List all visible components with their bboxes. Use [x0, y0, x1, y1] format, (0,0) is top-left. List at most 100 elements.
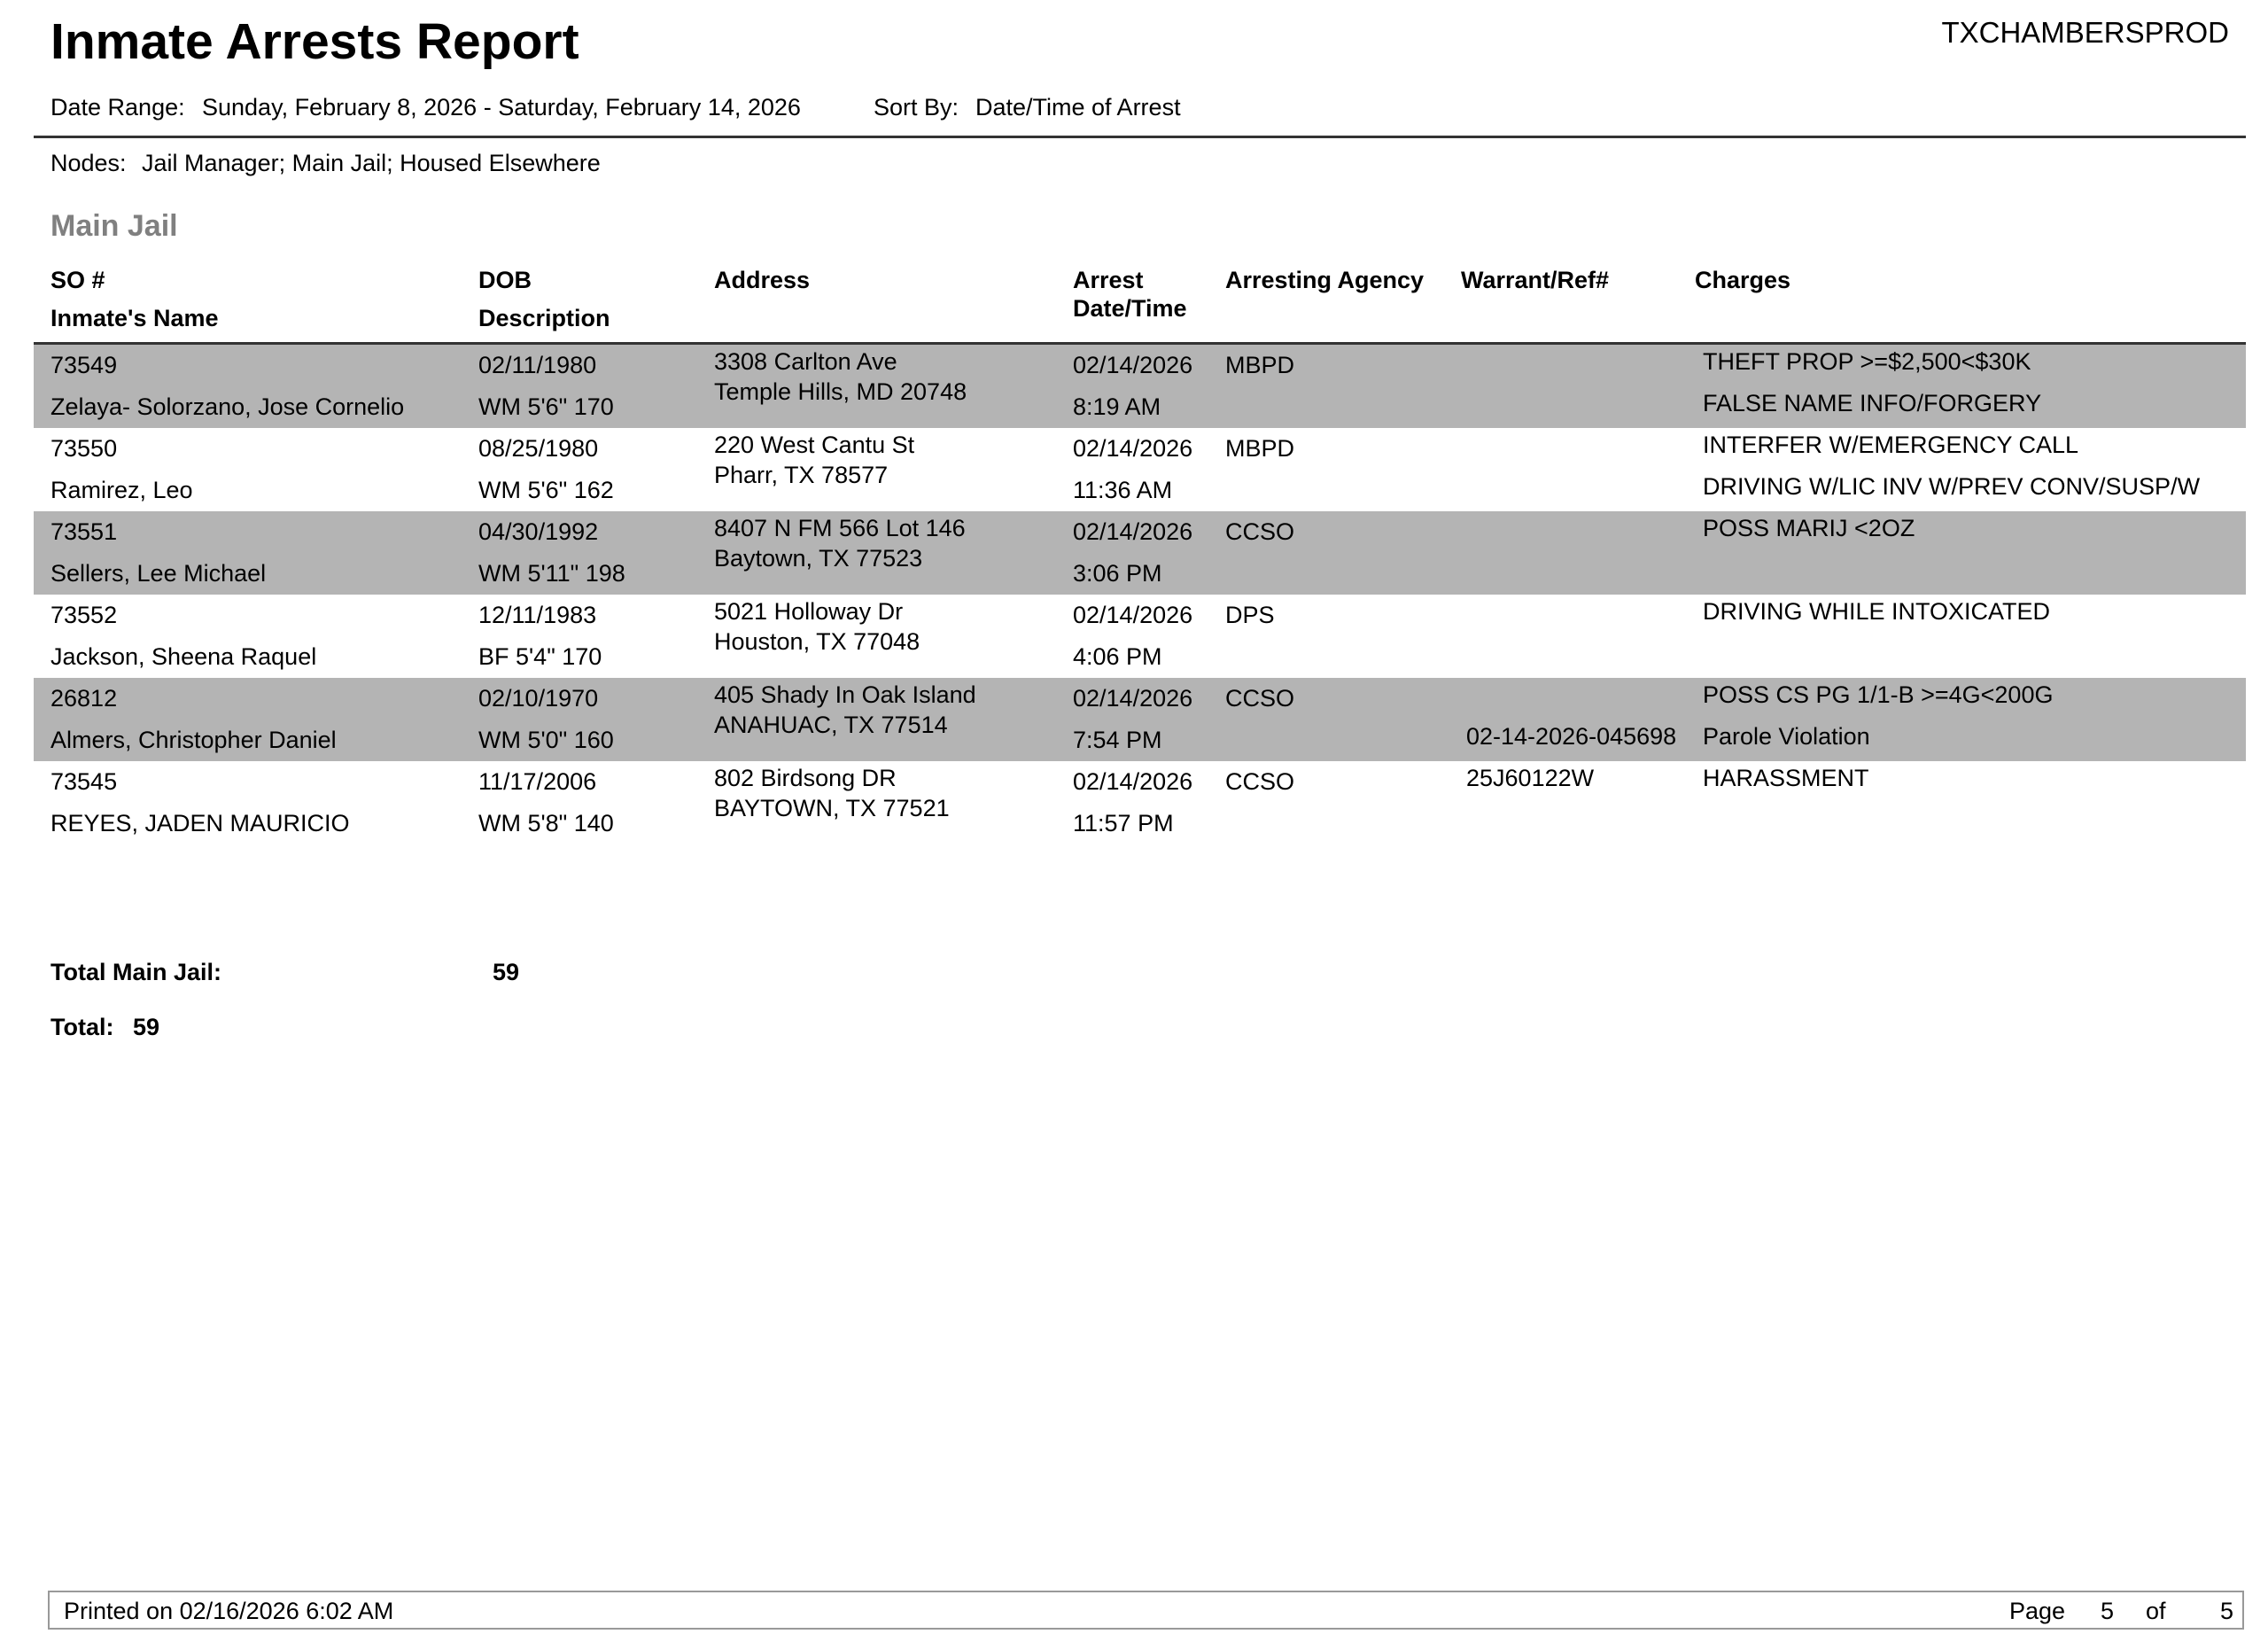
dob: 04/30/1992: [478, 518, 599, 545]
charge: INTERFER W/EMERGENCY CALL: [1703, 432, 2079, 458]
col-agency: Arresting Agency: [1225, 267, 1425, 293]
address-line2: BAYTOWN, TX 77521: [714, 795, 950, 821]
col-arrest-datetime: Date/Time: [1073, 295, 1187, 322]
page-count: 5: [2220, 1598, 2234, 1624]
col-warrant: Warrant/Ref#: [1461, 267, 1610, 293]
table-row: 73552 Jackson, Sheena Raquel 12/11/1983 BF …: [34, 595, 2246, 678]
charge: DRIVING W/LIC INV W/PREV CONV/SUSP/W: [1703, 473, 2201, 500]
arresting-agency: MBPD: [1225, 352, 1295, 378]
table-row: 73550 Ramirez, Leo 08/25/1980 WM 5'6" 162 22…: [34, 428, 2246, 511]
arrest-date: 02/14/2026: [1073, 768, 1193, 795]
total-section-label: Total Main Jail:: [50, 959, 222, 985]
table-row: 73551 Sellers, Lee Michael 04/30/1992 WM 5'…: [34, 511, 2246, 595]
header-divider: [34, 136, 2246, 138]
inmate-name: Jackson, Sheena Raquel: [50, 643, 317, 670]
dob: 12/11/1983: [478, 602, 597, 628]
warrant-ref: 25J60122W: [1466, 765, 1595, 791]
table-header-divider: [34, 342, 2246, 345]
arresting-agency: DPS: [1225, 602, 1275, 628]
of-label: of: [2146, 1598, 2166, 1624]
description: BF 5'4" 170: [478, 643, 602, 670]
sort-by-label: Sort By:: [874, 94, 959, 121]
address-line1: 405 Shady In Oak Island: [714, 681, 976, 708]
arresting-agency: CCSO: [1225, 518, 1295, 545]
page-number: 5: [2101, 1598, 2115, 1624]
address-line1: 5021 Holloway Dr: [714, 598, 904, 625]
arrest-date: 02/14/2026: [1073, 602, 1193, 628]
arrest-date: 02/14/2026: [1073, 518, 1193, 545]
address-line1: 220 West Cantu St: [714, 432, 915, 458]
address-line1: 3308 Carlton Ave: [714, 348, 897, 375]
charge: Parole Violation: [1703, 723, 1870, 750]
description: WM 5'11" 198: [478, 560, 625, 587]
date-range: Sunday, February 8, 2026 - Saturday, Feb…: [202, 94, 801, 121]
inmate-name: Ramirez, Leo: [50, 477, 193, 503]
system-id: TXCHAMBERSPROD: [1941, 16, 2229, 49]
address-line1: 802 Birdsong DR: [714, 765, 897, 791]
charge: POSS CS PG 1/1-B >=4G<200G: [1703, 681, 2054, 708]
dob: 02/11/1980: [478, 352, 597, 378]
charge: POSS MARIJ <2OZ: [1703, 515, 1915, 541]
arrest-time: 7:54 PM: [1073, 727, 1162, 753]
description: WM 5'8" 140: [478, 810, 614, 836]
col-arrest: Arrest: [1073, 267, 1144, 293]
sort-by: Date/Time of Arrest: [975, 94, 1181, 121]
arrest-time: 11:36 AM: [1073, 477, 1173, 503]
total-section-value: 59: [493, 959, 520, 985]
grand-total-value: 59: [133, 1014, 160, 1040]
col-address: Address: [714, 267, 811, 293]
so-number: 73549: [50, 352, 118, 378]
page-label: Page: [2009, 1598, 2066, 1624]
arrest-time: 8:19 AM: [1073, 393, 1161, 420]
address-line2: ANAHUAC, TX 77514: [714, 712, 948, 738]
col-charges: Charges: [1695, 267, 1791, 293]
dob: 02/10/1970: [478, 685, 599, 712]
inmate-name: REYES, JADEN MAURICIO: [50, 810, 350, 836]
arresting-agency: MBPD: [1225, 435, 1295, 462]
address-line2: Temple Hills, MD 20748: [714, 378, 967, 405]
dob: 11/17/2006: [478, 768, 597, 795]
description: WM 5'0" 160: [478, 727, 614, 753]
so-number: 73550: [50, 435, 118, 462]
arrest-date: 02/14/2026: [1073, 435, 1193, 462]
table-row: 26812 Almers, Christopher Daniel 02/10/197…: [34, 678, 2246, 761]
col-name: Inmate's Name: [50, 305, 219, 331]
inmate-name: Zelaya- Solorzano, Jose Cornelio: [50, 393, 405, 420]
warrant-ref: 02-14-2026-045698: [1466, 723, 1677, 750]
charge: HARASSMENT: [1703, 765, 1869, 791]
so-number: 73551: [50, 518, 118, 545]
section-title: Main Jail: [50, 209, 178, 243]
nodes: Jail Manager; Main Jail; Housed Elsewher…: [142, 150, 601, 176]
address-line2: Pharr, TX 78577: [714, 462, 889, 488]
charge: DRIVING WHILE INTOXICATED: [1703, 598, 2051, 625]
address-line2: Houston, TX 77048: [714, 628, 920, 655]
printed-on: Printed on 02/16/2026 6:02 AM: [64, 1598, 394, 1624]
address-line1: 8407 N FM 566 Lot 146: [714, 515, 966, 541]
charge: FALSE NAME INFO/FORGERY: [1703, 390, 2042, 416]
arrest-time: 11:57 PM: [1073, 810, 1174, 836]
so-number: 26812: [50, 685, 118, 712]
col-so: SO #: [50, 267, 105, 293]
arresting-agency: CCSO: [1225, 768, 1295, 795]
arrest-time: 4:06 PM: [1073, 643, 1162, 670]
report-title: Inmate Arrests Report: [50, 13, 579, 70]
address-line2: Baytown, TX 77523: [714, 545, 923, 572]
table-row: 73545 REYES, JADEN MAURICIO 11/17/2006 WM 5…: [34, 761, 2246, 844]
arrest-date: 02/14/2026: [1073, 352, 1193, 378]
description: WM 5'6" 170: [478, 393, 614, 420]
col-dob: DOB: [478, 267, 532, 293]
nodes-label: Nodes:: [50, 150, 127, 176]
dob: 08/25/1980: [478, 435, 599, 462]
date-range-label: Date Range:: [50, 94, 185, 121]
charge: THEFT PROP >=$2,500<$30K: [1703, 348, 2031, 375]
so-number: 73552: [50, 602, 118, 628]
arrest-time: 3:06 PM: [1073, 560, 1162, 587]
so-number: 73545: [50, 768, 118, 795]
grand-total-label: Total:: [50, 1014, 114, 1040]
col-description: Description: [478, 305, 610, 331]
inmate-name: Sellers, Lee Michael: [50, 560, 267, 587]
arrest-date: 02/14/2026: [1073, 685, 1193, 712]
description: WM 5'6" 162: [478, 477, 614, 503]
arresting-agency: CCSO: [1225, 685, 1295, 712]
page-footer: Printed on 02/16/2026 6:02 AM Page 5 of …: [48, 1591, 2244, 1630]
